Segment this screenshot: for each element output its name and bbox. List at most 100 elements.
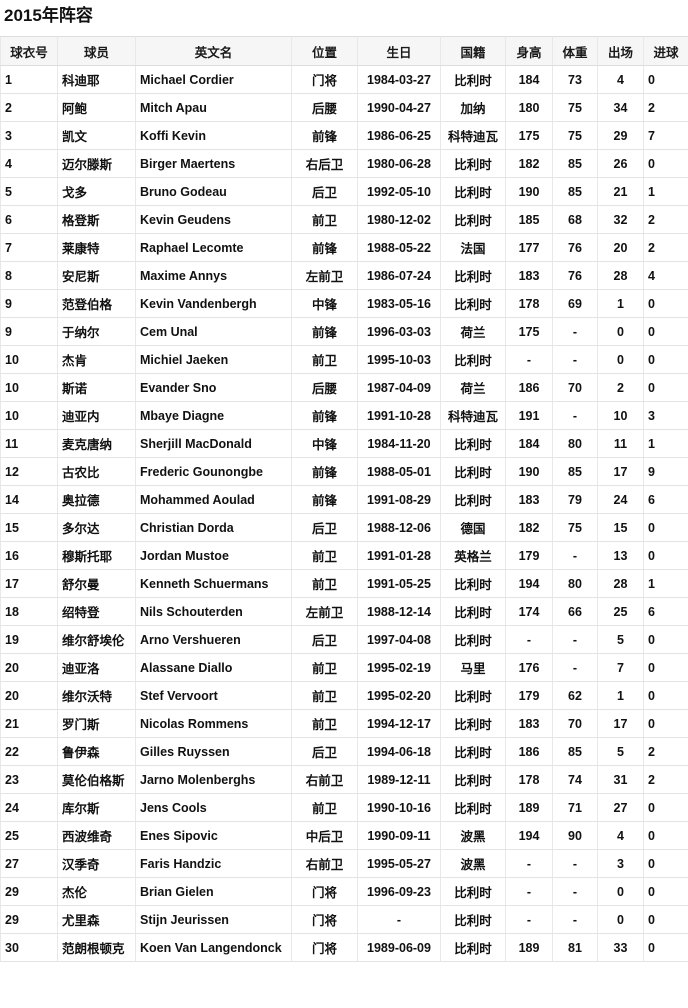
cell-weight: 85 (553, 178, 598, 206)
cell-cn: 迈尔滕斯 (58, 150, 136, 178)
cell-nat: 比利时 (441, 486, 506, 514)
cell-nat: 比利时 (441, 710, 506, 738)
cell-num: 10 (1, 346, 58, 374)
cell-apps: 4 (598, 66, 644, 94)
cell-nat: 法国 (441, 234, 506, 262)
cell-nat: 波黑 (441, 850, 506, 878)
cell-cn: 古农比 (58, 458, 136, 486)
cell-apps: 15 (598, 514, 644, 542)
cell-en: Jarno Molenberghs (136, 766, 292, 794)
cell-goals: 0 (644, 654, 688, 682)
cell-height: 174 (506, 598, 553, 626)
cell-goals: 2 (644, 766, 688, 794)
cell-weight: 85 (553, 458, 598, 486)
cell-bday: 1984-11-20 (358, 430, 441, 458)
cell-apps: 13 (598, 542, 644, 570)
cell-apps: 25 (598, 598, 644, 626)
cell-nat: 比利时 (441, 598, 506, 626)
cell-goals: 2 (644, 94, 688, 122)
cell-en: Alassane Diallo (136, 654, 292, 682)
cell-apps: 2 (598, 374, 644, 402)
cell-en: Arno Vershueren (136, 626, 292, 654)
cell-pos: 门将 (292, 934, 358, 962)
cell-apps: 11 (598, 430, 644, 458)
cell-cn: 范登伯格 (58, 290, 136, 318)
cell-apps: 0 (598, 906, 644, 934)
cell-en: Nils Schouterden (136, 598, 292, 626)
cell-weight: 66 (553, 598, 598, 626)
cell-nat: 比利时 (441, 682, 506, 710)
cell-num: 3 (1, 122, 58, 150)
cell-apps: 20 (598, 234, 644, 262)
cell-bday: 1983-05-16 (358, 290, 441, 318)
cell-goals: 0 (644, 150, 688, 178)
cell-num: 9 (1, 318, 58, 346)
cell-height: 182 (506, 150, 553, 178)
cell-nat: 比利时 (441, 738, 506, 766)
cell-bday: 1991-01-28 (358, 542, 441, 570)
cell-cn: 格登斯 (58, 206, 136, 234)
cell-apps: 21 (598, 178, 644, 206)
cell-pos: 后卫 (292, 626, 358, 654)
cell-goals: 0 (644, 710, 688, 738)
cell-num: 25 (1, 822, 58, 850)
cell-cn: 凯文 (58, 122, 136, 150)
cell-goals: 3 (644, 402, 688, 430)
cell-weight: 75 (553, 122, 598, 150)
cell-height: - (506, 626, 553, 654)
cell-bday: 1988-05-22 (358, 234, 441, 262)
cell-apps: 7 (598, 654, 644, 682)
cell-bday: 1990-04-27 (358, 94, 441, 122)
cell-en: Mbaye Diagne (136, 402, 292, 430)
cell-apps: 29 (598, 122, 644, 150)
cell-bday: 1991-08-29 (358, 486, 441, 514)
cell-apps: 1 (598, 682, 644, 710)
cell-apps: 17 (598, 458, 644, 486)
cell-weight: 70 (553, 374, 598, 402)
cell-goals: 2 (644, 738, 688, 766)
column-header-player-cn: 球员 (58, 37, 136, 66)
cell-cn: 范朗根顿克 (58, 934, 136, 962)
cell-nat: 波黑 (441, 822, 506, 850)
cell-weight: 81 (553, 934, 598, 962)
cell-num: 22 (1, 738, 58, 766)
cell-height: 177 (506, 234, 553, 262)
cell-pos: 后腰 (292, 374, 358, 402)
cell-nat: 马里 (441, 654, 506, 682)
cell-apps: 24 (598, 486, 644, 514)
cell-weight: 76 (553, 234, 598, 262)
cell-bday: 1995-05-27 (358, 850, 441, 878)
cell-weight: 90 (553, 822, 598, 850)
cell-nat: 比利时 (441, 430, 506, 458)
cell-height: 184 (506, 66, 553, 94)
cell-en: Maxime Annys (136, 262, 292, 290)
cell-bday: 1986-06-25 (358, 122, 441, 150)
cell-nat: 英格兰 (441, 542, 506, 570)
cell-bday: 1995-02-19 (358, 654, 441, 682)
cell-pos: 前锋 (292, 458, 358, 486)
cell-en: Stef Vervoort (136, 682, 292, 710)
cell-height: 179 (506, 542, 553, 570)
cell-pos: 后卫 (292, 514, 358, 542)
cell-cn: 杰肯 (58, 346, 136, 374)
cell-en: Sherjill MacDonald (136, 430, 292, 458)
cell-en: Kenneth Schuermans (136, 570, 292, 598)
cell-height: 191 (506, 402, 553, 430)
cell-num: 15 (1, 514, 58, 542)
cell-nat: 比利时 (441, 878, 506, 906)
cell-cn: 绍特登 (58, 598, 136, 626)
cell-goals: 0 (644, 346, 688, 374)
